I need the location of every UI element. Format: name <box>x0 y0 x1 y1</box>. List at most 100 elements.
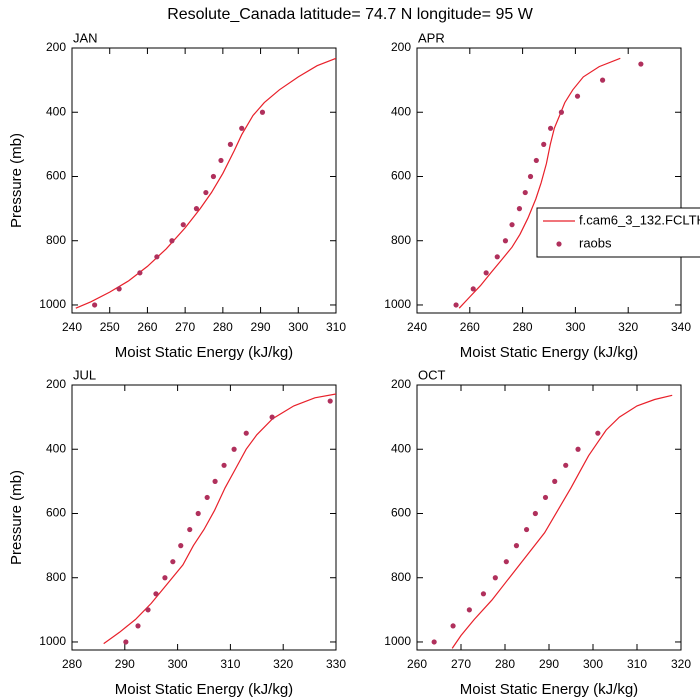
obs-point <box>169 238 175 244</box>
panel: 240 260 280 300 320 340 200 400 600 800 1000 APR Moi… <box>384 30 700 361</box>
obs-point <box>193 206 200 212</box>
obs-point <box>492 575 498 581</box>
model-line <box>75 57 336 309</box>
x-tick-label: 320 <box>273 657 293 671</box>
panel: 240 250 260 270 280 290 300 310 200 400 600 800 1000… <box>8 30 346 361</box>
y-tick-label: 200 <box>46 377 66 391</box>
x-tick-label: 240 <box>407 320 427 334</box>
x-tick-label: 300 <box>565 320 585 334</box>
panel: 280 290 300 310 320 330 200 400 600 800 1000 JUL Moi… <box>8 367 346 698</box>
plot-frame <box>416 384 682 651</box>
obs-point <box>137 270 143 276</box>
obs-point <box>180 222 186 228</box>
x-tick-label: 300 <box>583 657 603 671</box>
x-tick-label: 260 <box>460 320 480 334</box>
x-tick-label: 310 <box>220 657 240 671</box>
obs-point <box>563 462 569 468</box>
plot-frame <box>71 384 337 651</box>
y-tick-label: 800 <box>46 233 66 247</box>
x-tick-label: 300 <box>168 657 188 671</box>
obs-point <box>494 254 500 260</box>
obs-point <box>466 607 472 613</box>
obs-point <box>92 302 98 308</box>
panel: 260 270 280 290 300 310 320 200 400 600 800 1000 OCT… <box>384 367 691 698</box>
obs-point <box>187 526 193 533</box>
x-tick-label: 310 <box>627 657 647 671</box>
x-tick-label: 340 <box>671 320 691 334</box>
x-tick-label: 320 <box>618 320 638 334</box>
obs-point <box>269 414 275 420</box>
x-tick-label: 300 <box>288 320 308 334</box>
panel-title: APR <box>418 30 445 45</box>
x-tick-label: 260 <box>407 657 427 671</box>
obs-point <box>123 639 129 645</box>
x-tick-label: 280 <box>495 657 515 671</box>
legend-box <box>536 207 700 258</box>
obs-point <box>574 93 581 99</box>
model-line <box>103 393 336 645</box>
x-axis-label: Moist Static Energy (kJ/kg) <box>460 681 638 698</box>
obs-point <box>483 270 489 276</box>
y-tick-label: 600 <box>391 169 411 183</box>
obs-point <box>239 125 245 131</box>
obs-point <box>547 125 554 131</box>
obs-point <box>552 478 558 484</box>
obs-point <box>178 543 184 549</box>
obs-point <box>327 398 333 404</box>
legend-label: f.cam6_3_132.FCLTH <box>579 212 700 227</box>
y-tick-label: 800 <box>391 570 411 584</box>
obs-point <box>453 302 459 308</box>
x-tick-label: 270 <box>175 320 195 334</box>
obs-point <box>221 462 227 468</box>
y-tick-label: 400 <box>46 441 66 455</box>
obs-point <box>541 141 547 147</box>
obs-point <box>523 526 530 533</box>
obs-point <box>503 559 509 565</box>
x-tick-label: 280 <box>62 657 82 671</box>
x-tick-label: 250 <box>100 320 120 334</box>
obs-point <box>575 446 581 452</box>
y-tick-label: 600 <box>46 506 66 520</box>
obs-point <box>243 430 249 436</box>
y-tick-label: 600 <box>391 506 411 520</box>
y-tick-label: 400 <box>391 104 411 118</box>
panel-title: OCT <box>418 367 446 382</box>
obs-point <box>231 446 237 452</box>
y-tick-label: 400 <box>46 104 66 118</box>
y-tick-label: 800 <box>391 233 411 247</box>
x-tick-label: 240 <box>62 320 82 334</box>
x-tick-label: 260 <box>137 320 157 334</box>
obs-point <box>259 109 266 115</box>
obs-point <box>116 286 122 292</box>
obs-point <box>210 173 217 180</box>
obs-point <box>527 173 534 180</box>
y-tick-label: 1000 <box>384 634 411 648</box>
obs-point <box>135 623 141 629</box>
y-tick-label: 1000 <box>39 297 66 311</box>
obs-point <box>599 77 606 83</box>
y-tick-label: 1000 <box>39 634 66 648</box>
y-tick-label: 200 <box>46 40 66 54</box>
x-tick-label: 290 <box>251 320 271 334</box>
obs-point <box>227 141 233 147</box>
obs-point <box>212 478 218 484</box>
obs-point <box>450 623 456 629</box>
obs-point <box>638 61 644 67</box>
obs-point <box>522 189 528 196</box>
x-tick-label: 280 <box>513 320 533 334</box>
y-tick-label: 800 <box>46 570 66 584</box>
obs-point <box>558 109 565 115</box>
y-tick-label: 200 <box>391 377 411 391</box>
obs-point <box>509 222 515 228</box>
obs-point <box>195 510 201 517</box>
x-tick-label: 290 <box>539 657 559 671</box>
obs-point <box>431 639 437 645</box>
obs-point <box>513 543 520 549</box>
obs-point <box>542 494 549 501</box>
obs-point <box>203 189 209 196</box>
obs-point <box>480 591 487 597</box>
obs-point <box>502 238 509 244</box>
legend-marker <box>556 241 562 247</box>
obs-point <box>532 510 538 517</box>
